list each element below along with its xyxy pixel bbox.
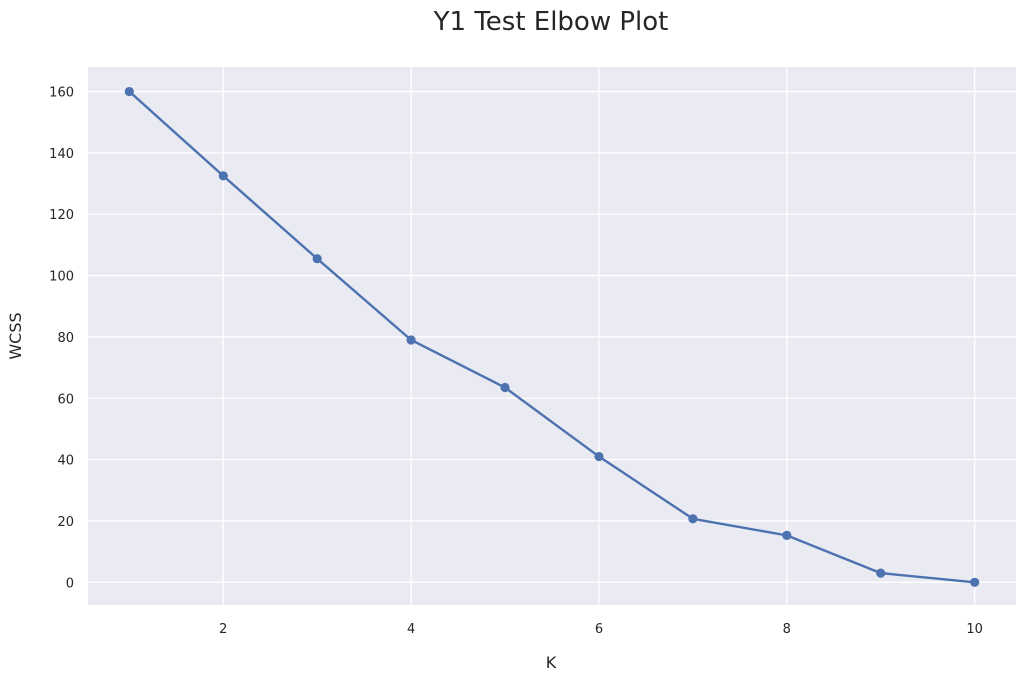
y-tick-label-20: 20 <box>57 515 74 530</box>
data-point-k9 <box>876 568 886 578</box>
y-tick-label-140: 140 <box>49 147 74 162</box>
y-tick-label-120: 120 <box>49 208 74 223</box>
data-point-k8 <box>782 530 792 540</box>
x-tick-label-2: 2 <box>219 622 227 637</box>
x-tick-label-8: 8 <box>783 622 791 637</box>
data-point-k7 <box>688 514 698 524</box>
x-tick-label-6: 6 <box>595 622 603 637</box>
data-point-k5 <box>500 382 510 393</box>
x-tick-label-4: 4 <box>407 622 415 637</box>
grid-lines <box>88 67 1016 605</box>
y-tick-label-160: 160 <box>49 86 74 101</box>
data-point-k2 <box>218 171 228 181</box>
series-layer <box>124 86 980 587</box>
x-axis-label: K <box>546 653 557 672</box>
data-point-k1 <box>124 86 134 97</box>
y-tick-label-0: 0 <box>66 576 74 591</box>
series-line-0 <box>128 90 976 584</box>
data-point-k10 <box>970 577 980 587</box>
data-point-k3 <box>312 254 322 264</box>
x-tick-label-10: 10 <box>966 622 983 637</box>
y-tick-label-40: 40 <box>57 454 74 469</box>
y-tick-label-100: 100 <box>49 270 74 285</box>
data-point-k4 <box>406 335 416 345</box>
y-axis-label: WCSS <box>6 312 25 359</box>
data-point-k6 <box>594 451 604 462</box>
y-tick-label-80: 80 <box>57 331 74 346</box>
plot-area <box>88 67 1016 605</box>
y-tick-label-60: 60 <box>57 392 74 407</box>
chart-title: Y1 Test Elbow Plot <box>433 7 669 37</box>
